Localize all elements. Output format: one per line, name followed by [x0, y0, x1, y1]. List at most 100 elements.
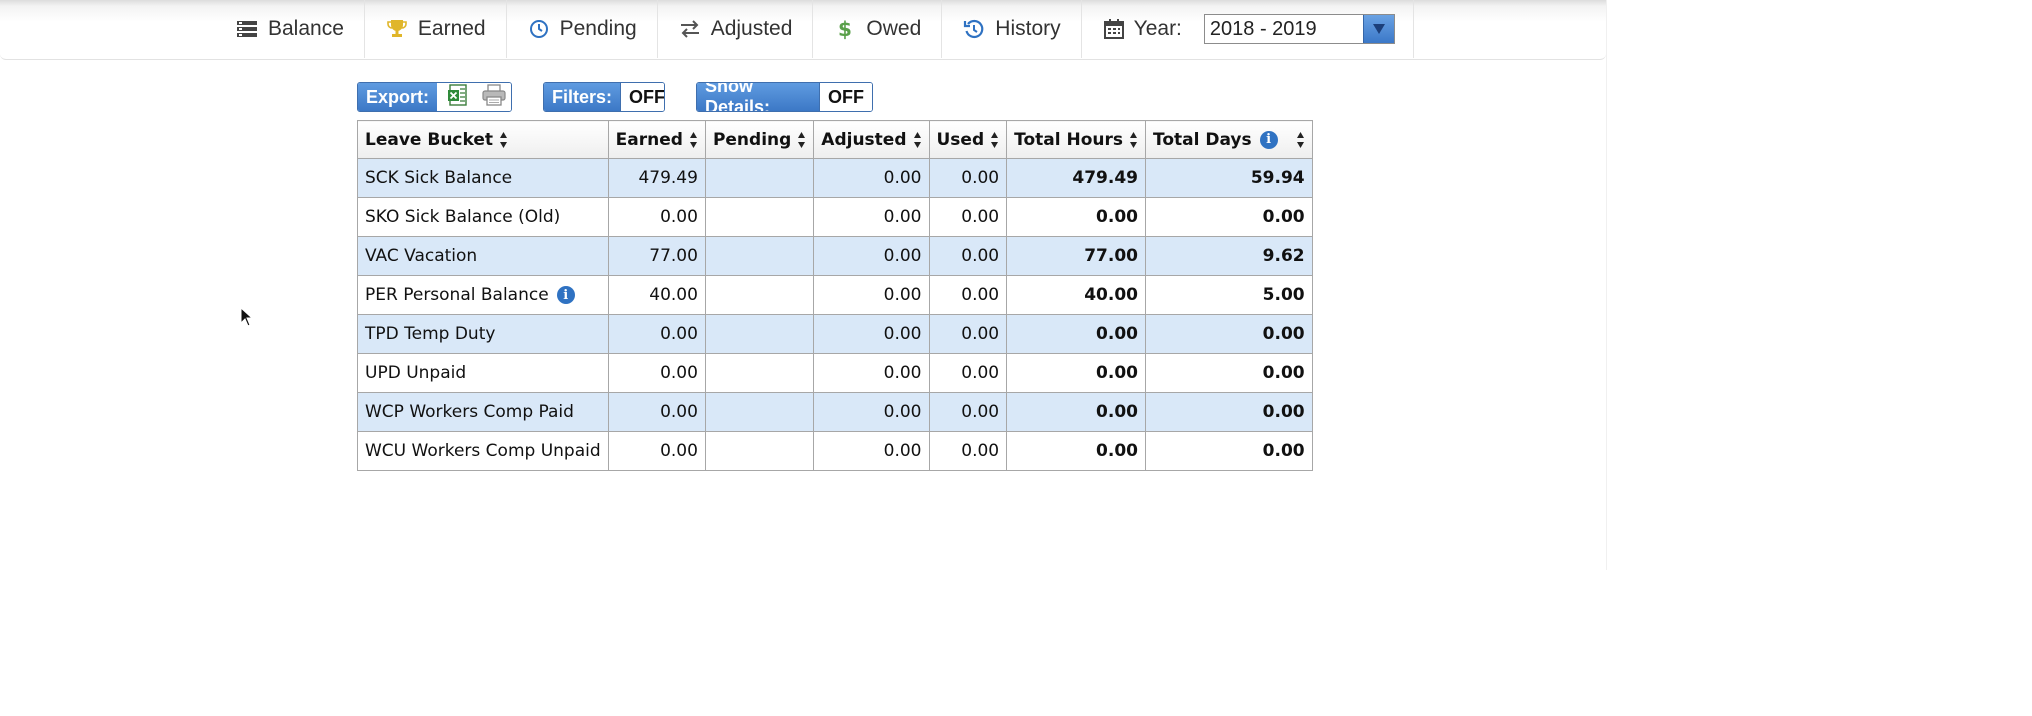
cell-value: WCU Workers Comp Unpaid	[365, 441, 601, 461]
cell-pending	[704, 197, 815, 237]
header-used[interactable]: Used	[928, 120, 1008, 159]
cell-value: 0.00	[883, 402, 922, 422]
cell-value: 0.00	[660, 441, 698, 461]
cell-bucket: SCK Sick Balance	[357, 158, 609, 198]
dollar-icon: $	[833, 17, 857, 41]
cell-value: 0.00	[660, 207, 698, 227]
tab-history[interactable]: History	[942, 0, 1082, 58]
cell-total-hours: 0.00	[1006, 431, 1146, 471]
cell-bucket: UPD Unpaid	[357, 353, 609, 393]
cell-value: 0.00	[883, 324, 922, 344]
table-row[interactable]: WCU Workers Comp Unpaid 0.00 0.00 0.00 0.00 0…	[357, 431, 1313, 471]
cell-value: 0.00	[883, 285, 922, 305]
show-details-label: Show Details:	[697, 83, 819, 111]
filters-toggle[interactable]: Filters: OFF	[543, 82, 665, 112]
tab-earned[interactable]: Earned	[365, 0, 507, 58]
info-icon[interactable]: i	[556, 286, 575, 304]
header-label: Earned	[615, 129, 683, 150]
tab-balance[interactable]: Balance	[219, 0, 365, 58]
cell-earned: 0.00	[607, 392, 706, 432]
cell-earned: 0.00	[607, 197, 706, 237]
cell-value: PER Personal Balance	[365, 285, 549, 305]
tab-pending[interactable]: Pending	[507, 0, 658, 58]
cell-earned: 0.00	[607, 314, 706, 354]
cell-bucket: WCP Workers Comp Paid	[357, 392, 609, 432]
cell-total-days: 9.62	[1145, 236, 1313, 276]
cell-value: 479.49	[1072, 168, 1138, 188]
cell-adjusted: 0.00	[813, 314, 930, 354]
cell-total-hours: 0.00	[1006, 197, 1146, 237]
header-total-days[interactable]: Total Days i	[1145, 120, 1313, 159]
cell-adjusted: 0.00	[813, 236, 930, 276]
cell-adjusted: 0.00	[813, 275, 930, 315]
table-header-row: Leave Bucket Earned Pending Adjusted Use…	[357, 120, 1313, 159]
tab-adjusted[interactable]: Adjusted	[658, 0, 814, 58]
mouse-cursor-icon	[240, 307, 254, 327]
header-adjusted[interactable]: Adjusted	[813, 120, 930, 159]
sort-icon	[991, 131, 999, 148]
cell-value: 0.00	[883, 207, 922, 227]
table-row[interactable]: WCP Workers Comp Paid 0.00 0.00 0.00 0.00 0.0…	[357, 392, 1313, 432]
cell-value: 0.00	[660, 402, 698, 422]
cell-value: WCP Workers Comp Paid	[365, 402, 574, 422]
print-icon[interactable]	[481, 83, 507, 111]
cell-value: 59.94	[1250, 168, 1305, 188]
header-total-hours[interactable]: Total Hours	[1006, 120, 1146, 159]
header-leave-bucket[interactable]: Leave Bucket	[357, 120, 609, 159]
header-label: Adjusted	[821, 129, 907, 150]
cell-earned: 40.00	[607, 275, 706, 315]
chevron-down-icon[interactable]	[1362, 15, 1394, 43]
table-row[interactable]: TPD Temp Duty 0.00 0.00 0.00 0.00 0.00	[357, 314, 1313, 354]
excel-icon[interactable]	[447, 83, 471, 111]
table-row[interactable]: PER Personal Balance i 40.00 0.00 0.00 40.00 5…	[357, 275, 1313, 315]
cell-bucket: WCU Workers Comp Unpaid	[357, 431, 609, 471]
show-details-toggle[interactable]: Show Details: OFF	[696, 82, 873, 112]
table-row[interactable]: SKO Sick Balance (Old) 0.00 0.00 0.00 0.00 0.…	[357, 197, 1313, 237]
cell-adjusted: 0.00	[813, 353, 930, 393]
cell-total-days: 59.94	[1145, 158, 1313, 198]
cell-value: 0.00	[961, 207, 1000, 227]
cell-pending	[704, 314, 815, 354]
cell-value: 0.00	[961, 441, 1000, 461]
tab-pending-label: Pending	[559, 17, 637, 40]
calendar-icon	[1102, 17, 1126, 41]
cell-total-hours: 0.00	[1006, 392, 1146, 432]
tab-owed-label: Owed	[866, 17, 922, 40]
cell-value: 479.49	[638, 168, 698, 188]
cell-used: 0.00	[928, 197, 1008, 237]
table-row[interactable]: UPD Unpaid 0.00 0.00 0.00 0.00 0.00	[357, 353, 1313, 393]
table-row[interactable]: VAC Vacation 77.00 0.00 0.00 77.00 9.62	[357, 236, 1313, 276]
sort-icon	[689, 131, 697, 148]
tab-owed[interactable]: $ Owed	[813, 0, 943, 58]
clock-icon	[527, 17, 551, 41]
header-label: Used	[936, 129, 985, 150]
cell-value: VAC Vacation	[365, 246, 478, 266]
sort-icon	[500, 131, 508, 148]
sort-icon	[1130, 131, 1137, 148]
info-icon[interactable]: i	[1259, 130, 1278, 149]
cell-value: 0.00	[961, 402, 1000, 422]
cell-total-hours: 479.49	[1006, 158, 1146, 198]
cell-value: 0.00	[1096, 441, 1138, 461]
cell-pending	[704, 392, 815, 432]
header-earned[interactable]: Earned	[607, 120, 706, 159]
cell-used: 0.00	[928, 353, 1008, 393]
swap-arrows-icon	[678, 17, 702, 41]
year-select[interactable]: 2018 - 2019	[1203, 14, 1395, 44]
cell-total-days: 0.00	[1145, 392, 1313, 432]
trophy-icon	[385, 17, 409, 41]
header-label: Leave Bucket	[365, 129, 494, 150]
cell-total-hours: 40.00	[1006, 275, 1146, 315]
cell-value: SCK Sick Balance	[365, 168, 513, 188]
cell-adjusted: 0.00	[813, 158, 930, 198]
cell-value: UPD Unpaid	[365, 363, 467, 383]
cell-bucket: SKO Sick Balance (Old)	[357, 197, 609, 237]
year-select-value: 2018 - 2019	[1209, 17, 1317, 40]
cell-bucket: VAC Vacation	[357, 236, 609, 276]
cell-earned: 0.00	[607, 431, 706, 471]
header-pending[interactable]: Pending	[704, 120, 815, 159]
table-row[interactable]: SCK Sick Balance 479.49 0.00 0.00 479.49 59.9…	[357, 158, 1313, 198]
leave-balance-table: Leave Bucket Earned Pending Adjusted Use…	[357, 120, 1313, 471]
cell-used: 0.00	[928, 314, 1008, 354]
